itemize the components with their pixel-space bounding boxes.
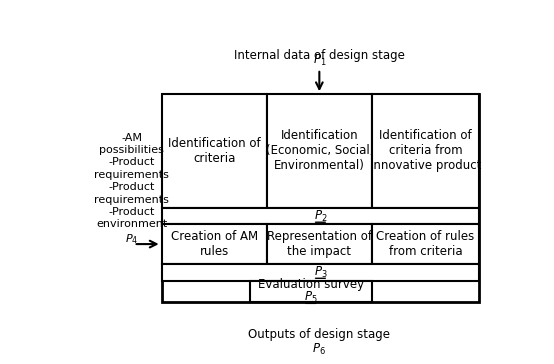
Bar (162, 225, 267, 264)
Bar (372, 225, 479, 264)
Bar (267, 94, 372, 207)
Text: $P_2$: $P_2$ (314, 209, 327, 223)
Text: Identification of
criteria: Identification of criteria (168, 137, 260, 165)
Text: Identification of
criteria from
innovative product: Identification of criteria from innovati… (370, 129, 481, 173)
Bar (162, 94, 267, 207)
Text: -AM
possibilities
-Product
requirements
-Product
requirements
-Product
environme: -AM possibilities -Product requirements … (94, 132, 169, 246)
Bar (372, 94, 479, 207)
Bar (162, 207, 479, 225)
Text: Internal data of design stage: Internal data of design stage (234, 49, 405, 62)
Text: Representation of
the impact: Representation of the impact (267, 230, 372, 258)
Bar (249, 281, 372, 301)
Text: Creation of rules
from criteria: Creation of rules from criteria (377, 230, 475, 258)
Bar (267, 225, 372, 264)
Text: $P_3$: $P_3$ (314, 265, 327, 280)
Text: Creation of AM
rules: Creation of AM rules (171, 230, 258, 258)
Bar (162, 264, 479, 281)
Bar (162, 94, 479, 301)
Text: Outputs of design stage: Outputs of design stage (248, 328, 391, 341)
Text: $P_5$: $P_5$ (304, 290, 317, 305)
Text: $P_6$: $P_6$ (312, 342, 326, 357)
Text: Evaluation survey: Evaluation survey (258, 277, 364, 290)
Text: $P_1$: $P_1$ (312, 52, 326, 67)
Text: Identification
(Economic, Social,
Environmental): Identification (Economic, Social, Enviro… (265, 129, 373, 173)
